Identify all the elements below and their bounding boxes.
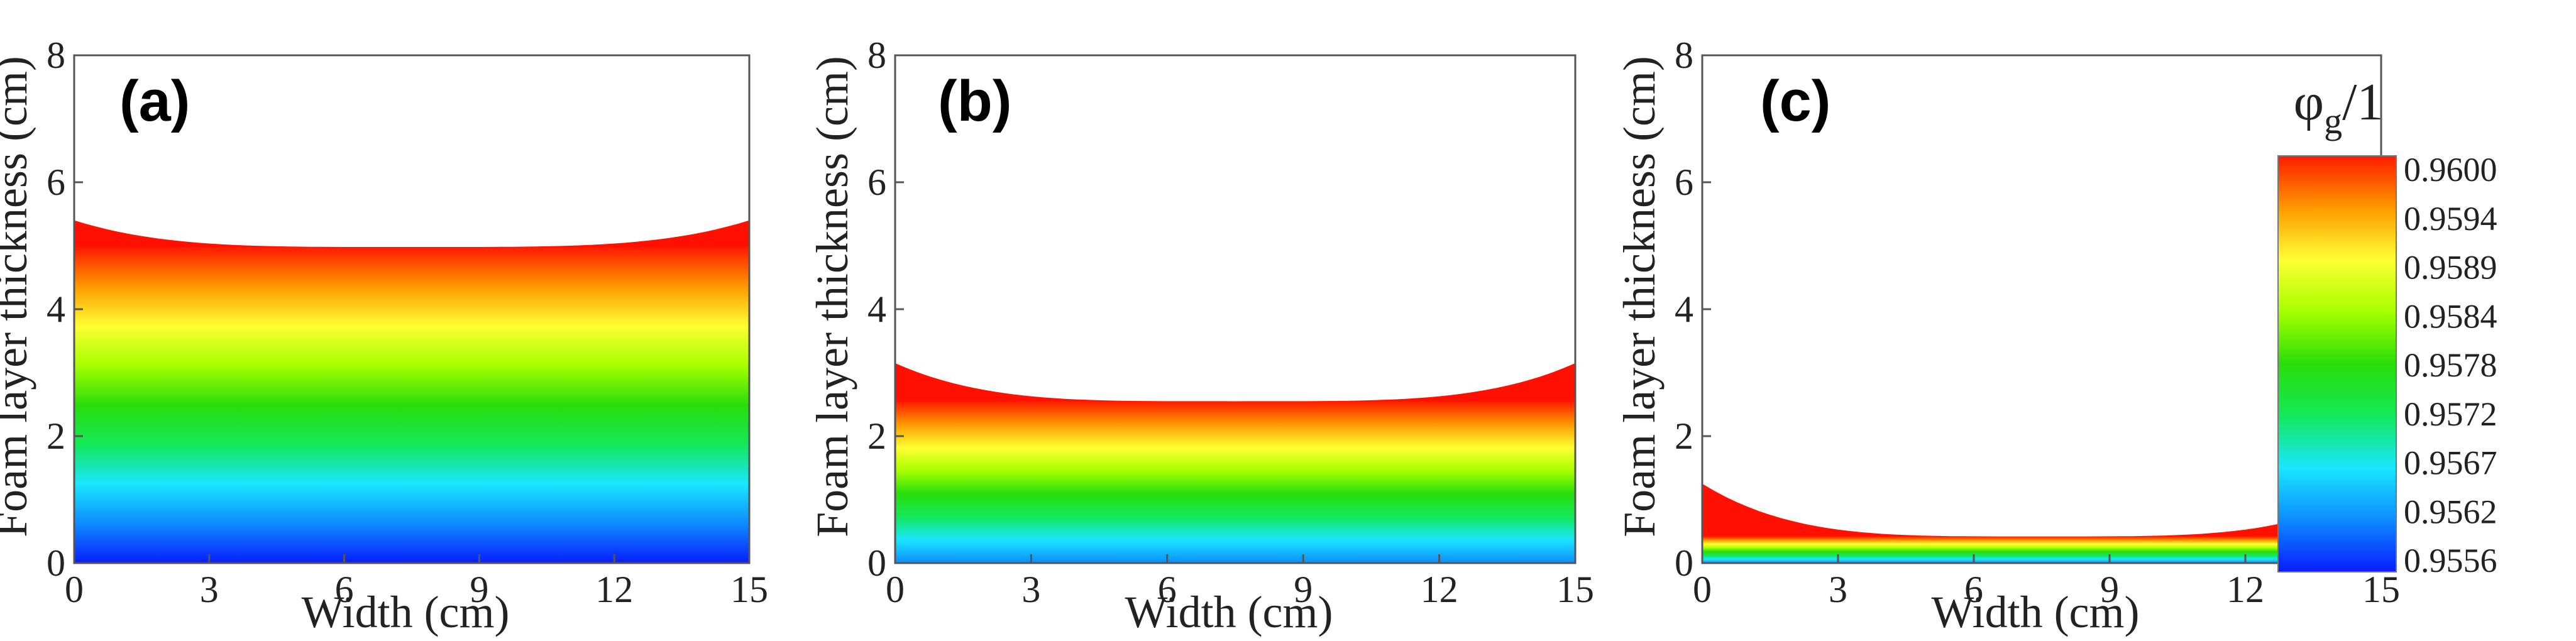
foam-field-b [895,363,1575,563]
y-tick-label: 4 [867,288,886,330]
x-tick-label: 0 [65,569,84,610]
colorbar-tick-label: 0.9589 [2404,249,2497,287]
y-axis-label: Foam layer thickness (cm) [0,56,36,537]
panel-a: 0 3 6 9 12 15 0 2 4 6 8 Width (cm) Foam layer thickn… [0,35,768,637]
colorbar-tick-label: 0.9578 [2404,346,2497,384]
panel-label: (b) [938,69,1011,133]
colorbar-tick-label: 0.9572 [2404,395,2497,433]
panel-label: (c) [1760,69,1830,133]
x-tick-label: 9 [470,569,488,610]
y-tick-label: 2 [47,415,65,457]
y-tick-label: 0 [47,542,65,584]
x-tick-label: 12 [595,569,633,610]
colorbar-tick-label: 0.9556 [2404,542,2497,579]
y-tick-label: 8 [867,35,886,76]
panel-b: 0 3 6 9 12 15 0 2 4 6 8 Width (cm) Foam layer thickn… [807,35,1594,637]
y-tick-label: 6 [1675,162,1693,203]
y-tick-label: 4 [47,288,65,330]
y-tick-label: 8 [47,35,65,76]
y-axis-label: Foam layer thickness (cm) [1614,56,1665,537]
y-tick-label: 8 [1675,35,1693,76]
y-tick-label: 4 [1675,288,1693,330]
colorbar-title: φg/1 [2294,73,2384,141]
colorbar-tick-label: 0.9567 [2404,444,2497,482]
y-tick-label: 6 [47,162,65,203]
y-tick-label: 6 [867,162,886,203]
foam-field-a [74,220,749,563]
y-tick-label: 0 [867,542,886,584]
x-tick-label: 0 [1693,569,1712,610]
y-tick-label: 0 [1675,542,1693,584]
x-tick-label: 15 [1556,569,1594,610]
y-tick-label: 2 [867,415,886,457]
panel-label: (a) [119,69,190,133]
x-axis-label: Width (cm) [1125,587,1333,637]
x-tick-label: 12 [2226,569,2264,610]
x-axis-label: Width (cm) [1932,587,2140,637]
colorbar-tick-label: 0.9584 [2404,297,2497,335]
x-tick-label: 0 [886,569,905,610]
foam-field-c [1702,483,2381,563]
colorbar: φg/1 0.9600 0.9594 0.9589 0.9584 0.9578 0.957… [2277,73,2497,579]
x-axis-label: Width (cm) [302,587,510,637]
colorbar-gradient [2277,155,2397,573]
x-tick-label: 3 [1021,569,1040,610]
x-tick-label: 9 [2100,569,2119,610]
x-tick-label: 15 [730,569,768,610]
x-tick-label: 3 [1829,569,1847,610]
x-tick-label: 6 [1964,569,1983,610]
x-tick-label: 3 [200,569,219,610]
x-tick-label: 9 [1294,569,1313,610]
y-axis-label: Foam layer thickness (cm) [807,56,857,537]
x-tick-label: 12 [1421,569,1458,610]
x-tick-label: 6 [335,569,354,610]
x-tick-label: 6 [1158,569,1177,610]
colorbar-tick-label: 0.9600 [2404,151,2497,189]
colorbar-tick-label: 0.9562 [2404,493,2497,530]
x-tick-label: 15 [2362,569,2400,610]
y-tick-label: 2 [1675,415,1693,457]
colorbar-tick-label: 0.9594 [2404,200,2497,238]
